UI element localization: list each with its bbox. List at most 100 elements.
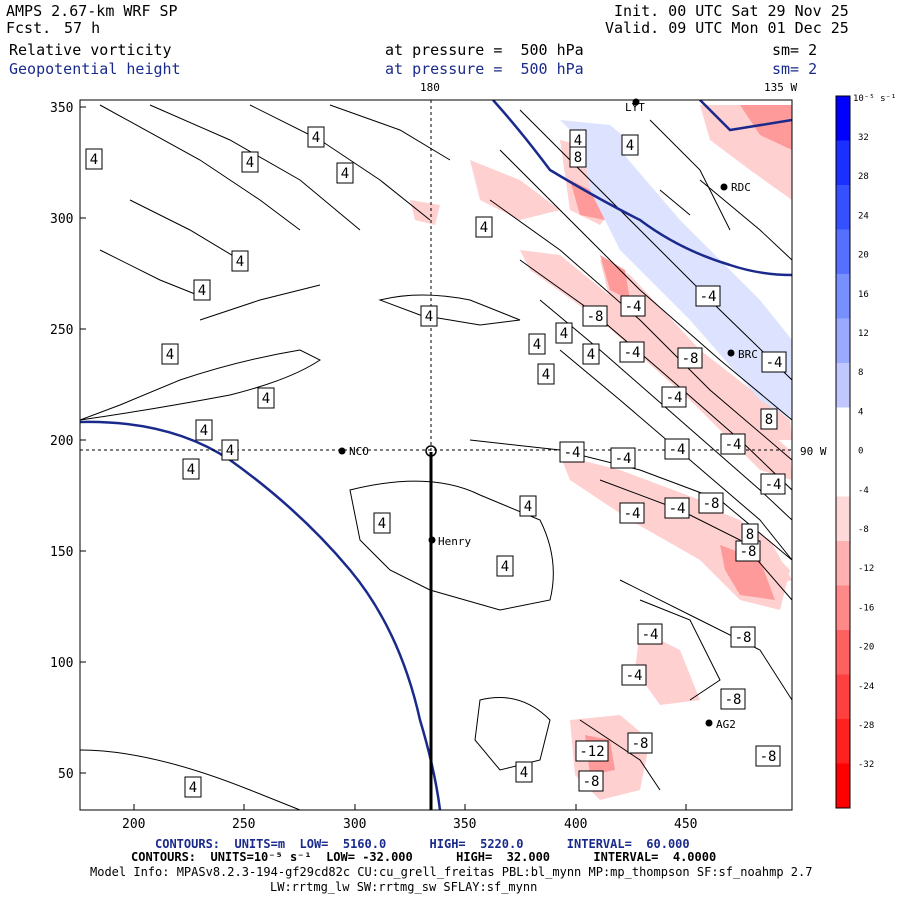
contour-label: 8 <box>760 408 778 430</box>
contour-label-text: -4 <box>669 501 686 517</box>
contour-label-text: 4 <box>520 765 528 781</box>
colorbar-segment <box>836 363 850 408</box>
contour-label-text: 8 <box>765 412 773 428</box>
colorbar-tick-label: -28 <box>858 721 874 731</box>
colorbar-tick-label: -4 <box>858 486 869 496</box>
contour-label: -4 <box>619 502 645 524</box>
contour-label-text: -4 <box>564 445 581 461</box>
contour-label-box <box>195 419 213 441</box>
contour-label-text: 4 <box>90 152 98 168</box>
contour-label: 8 <box>569 146 587 168</box>
contour-label-text: 4 <box>542 367 550 383</box>
contour-label: 4 <box>475 216 493 238</box>
contour-label-text: -8 <box>587 309 604 325</box>
colorbar-segment <box>836 496 850 542</box>
contour-label-box <box>241 151 259 173</box>
contour-label: 4 <box>582 343 600 365</box>
contour-label-text: 8 <box>746 527 754 543</box>
footer-vorticity-contours: CONTOURS: UNITS=10⁻⁵ s⁻¹ LOW= -32.000 HI… <box>131 850 717 864</box>
colorbar-segment <box>836 763 850 809</box>
colorbar-segment <box>836 630 850 675</box>
contour-label-text: -8 <box>725 692 742 708</box>
station-ag2-marker <box>705 719 713 727</box>
contour-label: 4 <box>307 126 325 148</box>
station-rdc-label: RDC <box>731 181 751 194</box>
contour-label-text: -4 <box>626 668 643 684</box>
contour-label-box <box>336 162 354 184</box>
contour-label-box <box>420 305 438 327</box>
contour-label-box <box>720 688 746 710</box>
contour-label: -4 <box>761 351 787 373</box>
station-nco-marker <box>338 447 346 455</box>
init-time: Init. 00 UTC Sat 29 Nov 25 <box>614 2 849 20</box>
contour-label-box <box>621 134 639 156</box>
footer-physics-info: LW:rrtmg_lw SW:rrtmg_sw SFLAY:sf_mynn <box>270 880 538 894</box>
colorbar-segment <box>836 719 850 764</box>
contour-label: -8 <box>582 305 608 327</box>
station-nco-label: NCO <box>349 445 369 458</box>
contour-label-text: -8 <box>760 749 777 765</box>
x-tick-400: 400 <box>564 817 587 832</box>
contour-label-text: 4 <box>626 138 634 154</box>
contour-label: 4 <box>420 305 438 327</box>
contour-label-box <box>610 447 636 469</box>
contour-label: -4 <box>664 497 690 519</box>
contour-label-box <box>257 387 275 409</box>
y-tick-150: 150 <box>50 545 73 560</box>
vorticity-contours <box>80 104 792 810</box>
x-tick-450: 450 <box>674 817 697 832</box>
contour-label: 4 <box>184 776 202 798</box>
contour-label: 4 <box>221 439 239 461</box>
contour-label-text: 4 <box>378 516 386 532</box>
colorbar-tick-label: -8 <box>858 525 869 535</box>
colorbar-tick-label: 0 <box>858 447 863 457</box>
contour-label-box <box>664 497 690 519</box>
field1-pressure: at pressure = 500 hPa <box>385 41 584 59</box>
colorbar-segment <box>836 274 850 319</box>
x-tick-200: 200 <box>122 817 145 832</box>
contour-label-text: -4 <box>615 451 632 467</box>
valid-time: Valid. 09 UTC Mon 01 Dec 25 <box>605 19 849 37</box>
contour-label: -4 <box>559 441 585 463</box>
stations: NCO Henry RDC BRC LYT AG2 <box>338 98 758 731</box>
colorbar-tick-label: 28 <box>858 172 869 182</box>
colorbar-segment <box>836 318 850 364</box>
y-tick-50: 50 <box>58 767 74 782</box>
contour-label-box <box>85 148 103 170</box>
contour-label: -12 <box>575 740 609 762</box>
x-tick-300: 300 <box>343 817 366 832</box>
contour-label-text: -8 <box>703 496 720 512</box>
contour-label: 4 <box>537 363 555 385</box>
contour-label-text: -8 <box>740 544 757 560</box>
contour-label: 4 <box>336 162 354 184</box>
y-tick-250: 250 <box>50 323 73 338</box>
contour-label-box <box>582 343 600 365</box>
contour-label-text: -4 <box>700 289 717 305</box>
contour-label-text: -4 <box>666 390 683 406</box>
contour-label: -4 <box>610 447 636 469</box>
contour-label-text: 4 <box>187 462 195 478</box>
contour-label-box <box>741 523 759 545</box>
contour-label-text: 4 <box>341 166 349 182</box>
contour-label: 4 <box>257 387 275 409</box>
contour-label-text: 4 <box>533 337 541 353</box>
contour-label-text: 4 <box>524 499 532 515</box>
contour-label: 4 <box>496 555 514 577</box>
colorbar-segment <box>836 407 850 453</box>
colorbar-unit: 10⁻⁵ s⁻¹ <box>853 94 896 104</box>
contour-label: -4 <box>619 341 645 363</box>
lon-label-135w: 135 W <box>764 81 797 94</box>
contour-label-text: 4 <box>480 220 488 236</box>
contour-label-box <box>661 386 687 408</box>
contour-label-text: -12 <box>579 744 604 760</box>
fcst-label: Fcst. <box>6 19 52 37</box>
contour-label-box <box>698 492 724 514</box>
contour-label-box <box>569 146 587 168</box>
y-tick-100: 100 <box>50 656 73 671</box>
contour-label-box <box>695 285 721 307</box>
contour-label-box <box>637 623 663 645</box>
contour-label-box <box>621 664 647 686</box>
contour-label-box <box>620 295 646 317</box>
